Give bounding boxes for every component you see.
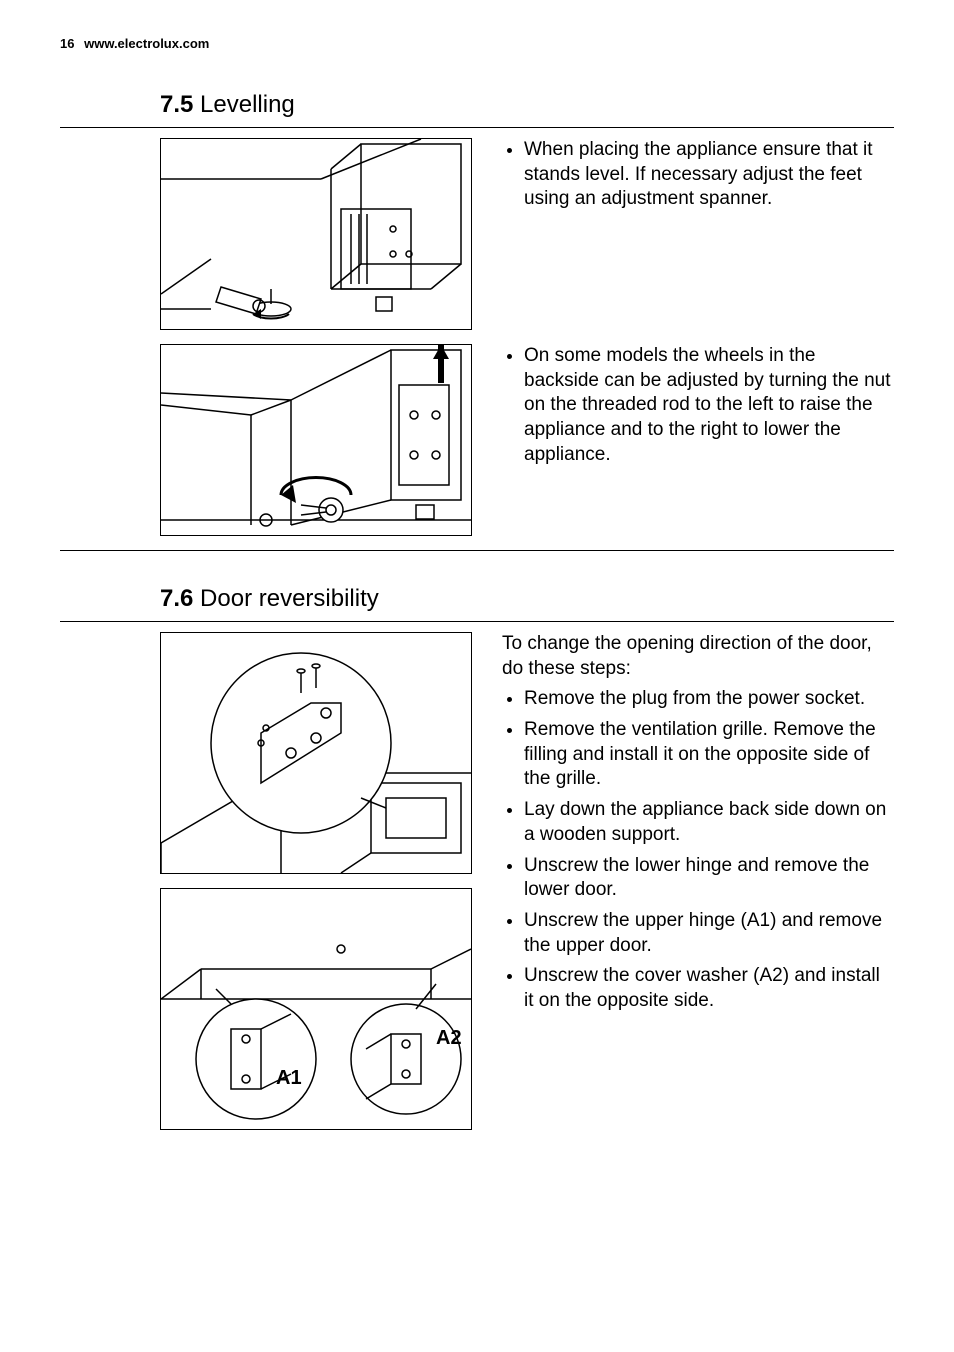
section-heading: Levelling: [200, 91, 295, 118]
section-title-door: 7.6 Door reversibility: [160, 585, 894, 613]
figure-levelling-wheels: [160, 344, 472, 536]
door-text: To change the opening direction of the d…: [502, 632, 894, 1020]
door-step: Remove the ventilation grille. Remove th…: [524, 718, 894, 792]
section-rule: [60, 127, 894, 128]
page: 16 www.electrolux.com 7.5 Levelling: [0, 0, 954, 1352]
door-intro: To change the opening direction of the d…: [502, 632, 894, 681]
section-number: 7.5: [160, 91, 193, 118]
label-a2: A2: [436, 1027, 462, 1049]
figure-door-hinge-a1a2: A1 A2: [160, 888, 472, 1130]
levelling-text-1: When placing the appliance ensure that i…: [502, 138, 894, 218]
page-header: 16 www.electrolux.com: [60, 36, 894, 51]
section-rule: [60, 621, 894, 622]
levelling-bullet-2: On some models the wheels in the backsid…: [524, 344, 894, 467]
levelling-bullet-1: When placing the appliance ensure that i…: [524, 138, 894, 212]
door-row: A1 A2 To change the opening direction of…: [60, 632, 894, 1130]
section-title-levelling: 7.5 Levelling: [160, 91, 894, 119]
site-url: www.electrolux.com: [84, 36, 209, 51]
door-step: Remove the plug from the power socket.: [524, 687, 894, 712]
levelling-row-1: When placing the appliance ensure that i…: [60, 138, 894, 330]
door-step: Unscrew the lower hinge and remove the l…: [524, 854, 894, 903]
page-number: 16: [60, 36, 74, 51]
section-end-rule: [60, 550, 894, 551]
figure-levelling-feet: [160, 138, 472, 330]
levelling-text-2: On some models the wheels in the backsid…: [502, 344, 894, 473]
door-steps-list: Remove the plug from the power socket. R…: [502, 687, 894, 1013]
door-step: Lay down the appliance back side down on…: [524, 798, 894, 847]
label-a1: A1: [276, 1067, 302, 1089]
section-heading: Door reversibility: [200, 585, 379, 612]
figure-door-hinge-top: [160, 632, 472, 874]
door-step: Unscrew the upper hinge (A1) and remove …: [524, 909, 894, 958]
door-step: Unscrew the cover washer (A2) and instal…: [524, 964, 894, 1013]
section-number: 7.6: [160, 585, 193, 612]
levelling-row-2: On some models the wheels in the backsid…: [60, 344, 894, 536]
